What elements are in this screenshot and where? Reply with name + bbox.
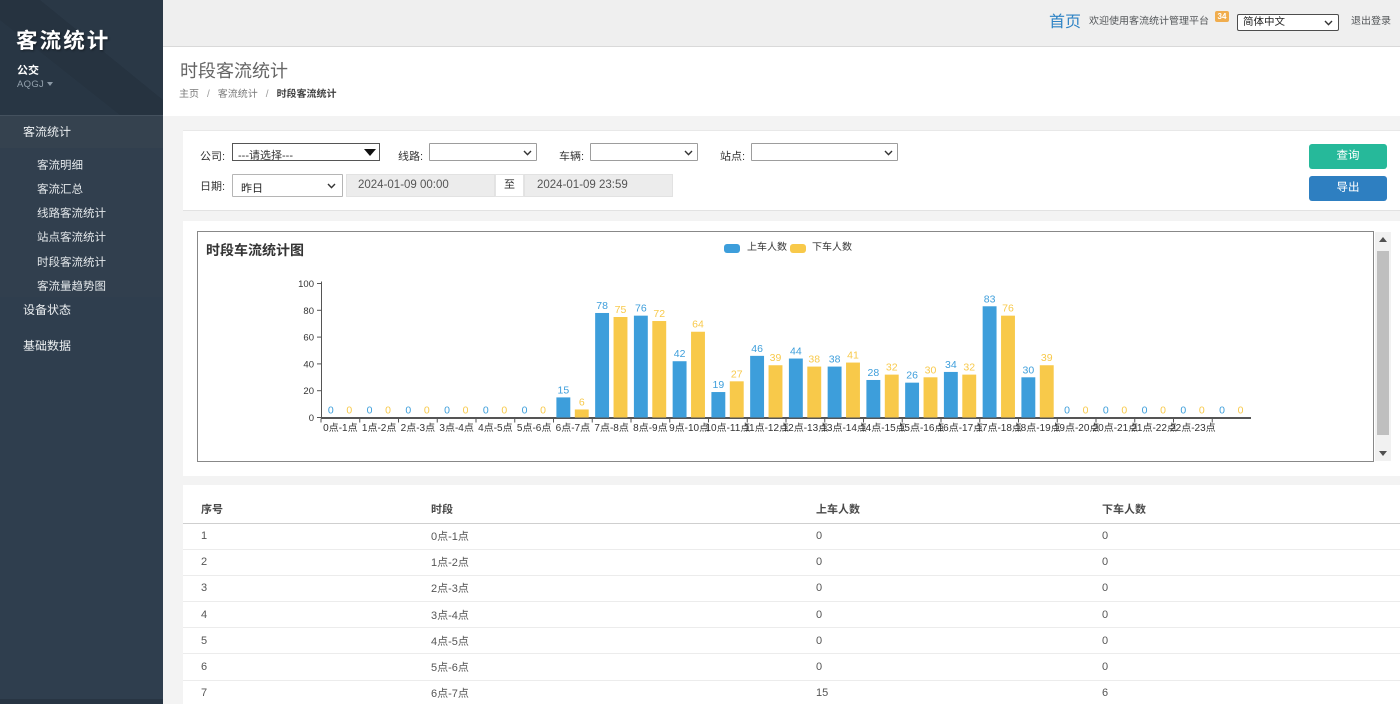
svg-text:26: 26 — [906, 370, 918, 382]
svg-text:10点-11点: 10点-11点 — [705, 422, 750, 434]
svg-text:0: 0 — [1160, 405, 1166, 417]
svg-text:64: 64 — [692, 319, 704, 331]
svg-text:0: 0 — [1142, 405, 1148, 417]
svg-text:41: 41 — [847, 350, 859, 362]
svg-text:38: 38 — [829, 354, 841, 366]
svg-text:0: 0 — [522, 405, 528, 417]
svg-text:7点-8点: 7点-8点 — [594, 422, 628, 434]
svg-text:16点-17点: 16点-17点 — [938, 422, 984, 434]
svg-text:6点-7点: 6点-7点 — [556, 422, 590, 434]
svg-text:20: 20 — [303, 386, 314, 397]
svg-text:13点-14点: 13点-14点 — [821, 422, 867, 434]
svg-text:17点-18点: 17点-18点 — [976, 422, 1022, 434]
svg-text:14点-15点: 14点-15点 — [860, 422, 906, 434]
svg-text:19点-20点: 19点-20点 — [1054, 422, 1100, 434]
svg-text:6: 6 — [579, 396, 585, 408]
svg-text:19: 19 — [713, 379, 725, 391]
svg-text:0: 0 — [1238, 405, 1244, 417]
svg-text:40: 40 — [303, 359, 314, 370]
svg-text:15点-16点: 15点-16点 — [899, 422, 945, 434]
svg-text:0: 0 — [483, 405, 489, 417]
svg-text:30: 30 — [1023, 364, 1035, 376]
svg-text:32: 32 — [886, 362, 898, 374]
svg-text:0: 0 — [346, 405, 352, 417]
svg-text:3点-4点: 3点-4点 — [439, 422, 473, 434]
svg-text:34: 34 — [945, 359, 957, 371]
svg-text:22点-23点: 22点-23点 — [1170, 422, 1216, 434]
svg-text:15: 15 — [558, 384, 570, 396]
svg-text:100: 100 — [298, 279, 314, 290]
svg-text:5点-6点: 5点-6点 — [517, 422, 551, 434]
svg-text:42: 42 — [674, 348, 686, 360]
svg-text:0: 0 — [385, 405, 391, 417]
svg-text:0: 0 — [1199, 405, 1205, 417]
svg-text:11点-12点: 11点-12点 — [744, 422, 789, 434]
svg-text:83: 83 — [984, 293, 996, 305]
svg-text:0: 0 — [328, 405, 334, 417]
svg-text:75: 75 — [615, 304, 627, 316]
svg-text:4点-5点: 4点-5点 — [478, 422, 512, 434]
svg-text:0: 0 — [1083, 405, 1089, 417]
svg-text:60: 60 — [303, 333, 314, 344]
svg-text:0点-1点: 0点-1点 — [323, 422, 357, 434]
svg-text:27: 27 — [731, 368, 743, 380]
svg-text:0: 0 — [405, 405, 411, 417]
svg-text:30: 30 — [925, 364, 937, 376]
svg-text:0: 0 — [1180, 405, 1186, 417]
svg-text:39: 39 — [770, 352, 782, 364]
svg-text:0: 0 — [540, 405, 546, 417]
svg-text:18点-19点: 18点-19点 — [1015, 422, 1061, 434]
svg-text:0: 0 — [1103, 405, 1109, 417]
svg-text:78: 78 — [596, 300, 608, 312]
svg-text:0: 0 — [1064, 405, 1070, 417]
svg-text:0: 0 — [367, 405, 373, 417]
svg-text:0: 0 — [444, 405, 450, 417]
svg-text:0: 0 — [501, 405, 507, 417]
svg-text:12点-13点: 12点-13点 — [783, 422, 829, 434]
svg-text:76: 76 — [635, 303, 647, 315]
svg-text:21点-22点: 21点-22点 — [1131, 422, 1177, 434]
svg-text:0: 0 — [424, 405, 430, 417]
svg-text:46: 46 — [751, 343, 763, 355]
svg-text:28: 28 — [868, 367, 880, 379]
svg-text:8点-9点: 8点-9点 — [633, 422, 667, 434]
svg-text:0: 0 — [1219, 405, 1225, 417]
svg-text:2点-3点: 2点-3点 — [401, 422, 435, 434]
svg-text:1点-2点: 1点-2点 — [362, 422, 396, 434]
svg-text:0: 0 — [1121, 405, 1127, 417]
svg-text:80: 80 — [303, 306, 314, 317]
svg-text:20点-21点: 20点-21点 — [1093, 422, 1139, 434]
svg-text:38: 38 — [808, 354, 820, 366]
svg-text:32: 32 — [963, 362, 975, 374]
svg-text:39: 39 — [1041, 352, 1053, 364]
svg-text:9点-10点: 9点-10点 — [669, 422, 709, 434]
svg-text:44: 44 — [790, 346, 802, 358]
svg-text:72: 72 — [653, 308, 665, 320]
svg-text:0: 0 — [463, 405, 469, 417]
svg-text:76: 76 — [1002, 303, 1014, 315]
svg-text:0: 0 — [309, 413, 314, 424]
